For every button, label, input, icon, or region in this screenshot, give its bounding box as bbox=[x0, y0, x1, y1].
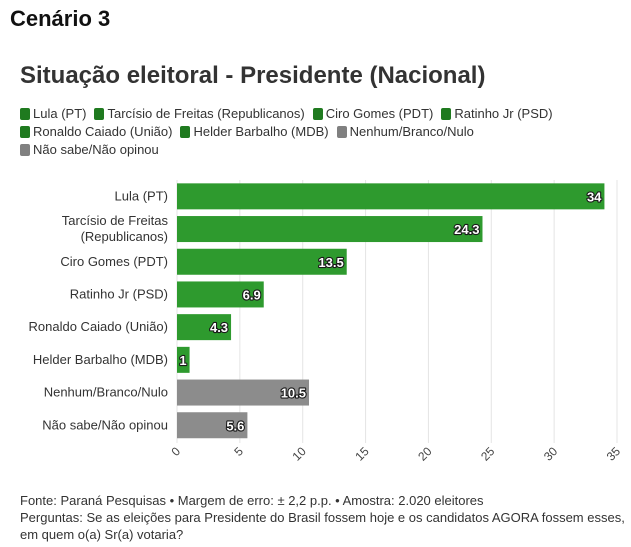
category-label: Não sabe/Não opinou bbox=[42, 417, 168, 432]
category-label: Tarcísio de Freitas bbox=[62, 213, 169, 228]
legend-swatch bbox=[20, 107, 30, 120]
chart-title: Situação eleitoral - Presidente (Naciona… bbox=[20, 62, 486, 89]
legend-label: Ronaldo Caiado (União) bbox=[33, 124, 173, 139]
bar bbox=[177, 314, 232, 341]
legend-swatch bbox=[94, 107, 105, 120]
legend-item: Ronaldo Caiado (União) bbox=[20, 124, 172, 139]
category-label: (Republicanos) bbox=[81, 229, 168, 244]
value-label: 24.3 bbox=[454, 222, 479, 237]
category-label: Helder Barbalho (MDB) bbox=[33, 352, 168, 367]
legend-item: Tarcísio de Freitas (Republicanos) bbox=[94, 106, 305, 121]
question-note: Perguntas: Se as eleições para President… bbox=[20, 510, 625, 542]
value-label: 10.5 bbox=[281, 386, 306, 401]
bar bbox=[177, 412, 248, 439]
legend-label: Tarcísio de Freitas (Republicanos) bbox=[107, 106, 305, 121]
legend-swatch bbox=[20, 125, 30, 138]
bar bbox=[177, 183, 605, 210]
bar bbox=[177, 216, 483, 243]
legend-label: Nenhum/Branco/Nulo bbox=[349, 124, 474, 139]
bar bbox=[177, 379, 309, 406]
category-label: Ronaldo Caiado (União) bbox=[29, 319, 168, 334]
bar bbox=[177, 346, 190, 373]
x-tick-label: 20 bbox=[415, 444, 435, 464]
value-label: 6.9 bbox=[243, 287, 261, 302]
chart-footer: Fonte: Paraná Pesquisas • Margem de erro… bbox=[20, 492, 625, 543]
category-label: Ciro Gomes (PDT) bbox=[60, 254, 168, 269]
legend-item: Nenhum/Branco/Nulo bbox=[336, 124, 474, 139]
value-label: 1 bbox=[179, 353, 186, 368]
x-tick-label: 25 bbox=[478, 444, 498, 464]
value-label: 4.3 bbox=[210, 320, 228, 335]
legend-item: Lula (PT) bbox=[20, 106, 86, 121]
legend-item: Não sabe/Não opinou bbox=[20, 142, 159, 157]
legend-label: Helder Barbalho (MDB) bbox=[193, 124, 329, 139]
legend-item: Ratinho Jr (PSD) bbox=[441, 106, 553, 121]
value-label: 13.5 bbox=[318, 255, 343, 270]
legend-swatch bbox=[20, 143, 30, 156]
category-label: Lula (PT) bbox=[115, 188, 168, 203]
legend-label: Ratinho Jr (PSD) bbox=[454, 106, 553, 121]
bar bbox=[177, 248, 347, 275]
legend-swatch bbox=[312, 107, 323, 120]
legend-label: Não sabe/Não opinou bbox=[33, 142, 159, 157]
legend-label: Lula (PT) bbox=[33, 106, 87, 121]
legend-swatch bbox=[441, 107, 452, 120]
x-tick-label: 35 bbox=[604, 444, 624, 464]
legend-swatch bbox=[336, 125, 347, 138]
bar bbox=[177, 281, 264, 308]
legend-swatch bbox=[180, 125, 191, 138]
chart-legend: Lula (PT) Tarcísio de Freitas (Republican… bbox=[20, 106, 620, 157]
value-label: 5.6 bbox=[226, 418, 244, 433]
category-label: Ratinho Jr (PSD) bbox=[70, 286, 168, 301]
x-tick-label: 15 bbox=[352, 444, 372, 464]
x-tick-label: 0 bbox=[168, 444, 183, 459]
x-tick-label: 5 bbox=[231, 444, 246, 459]
value-label: 34 bbox=[587, 189, 602, 204]
x-tick-label: 10 bbox=[289, 444, 309, 464]
legend-item: Ciro Gomes (PDT) bbox=[312, 106, 434, 121]
x-tick-label: 30 bbox=[541, 444, 561, 464]
scenario-heading: Cenário 3 bbox=[10, 6, 111, 31]
legend-item: Helder Barbalho (MDB) bbox=[180, 124, 329, 139]
source-note: Fonte: Paraná Pesquisas • Margem de erro… bbox=[20, 493, 484, 508]
category-label: Nenhum/Branco/Nulo bbox=[44, 385, 168, 400]
legend-label: Ciro Gomes (PDT) bbox=[325, 106, 434, 121]
